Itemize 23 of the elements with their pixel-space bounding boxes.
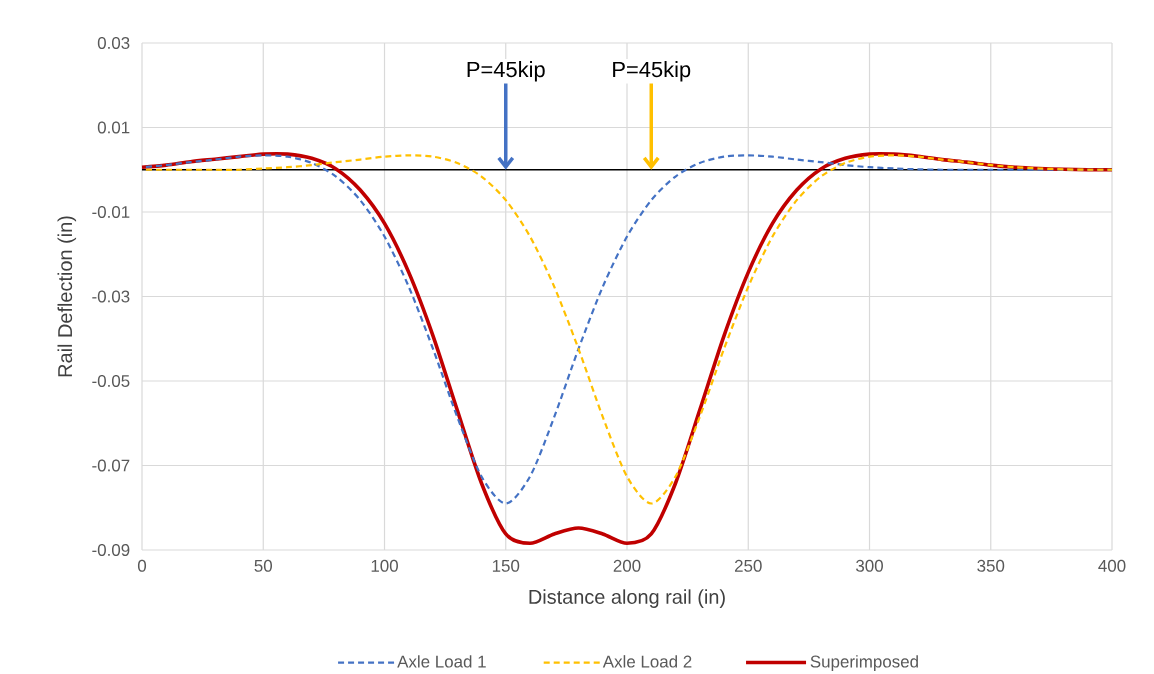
y-tick-label: 0.03 [97, 36, 130, 49]
x-tick-label: 200 [613, 559, 641, 572]
legend-label: Axle Load 1 [397, 655, 486, 668]
x-tick-label: 400 [1098, 559, 1126, 572]
x-tick-label: 50 [254, 559, 273, 572]
y-tick-label: 0.01 [97, 121, 130, 134]
y-axis-title: Rail Deflection (in) [57, 216, 77, 377]
y-tick-label: -0.01 [92, 205, 130, 218]
annotation: P=45kip [613, 61, 691, 82]
legend-label: Axle Load 2 [602, 655, 692, 668]
x-axis-title: Distance along rail (in) [529, 589, 725, 608]
x-tick-label: 300 [856, 559, 883, 572]
x-tick-label: 100 [371, 559, 398, 572]
x-tick-label: 0 [137, 559, 147, 572]
annotation: P=45kip [467, 61, 545, 82]
y-tick-label: -0.07 [92, 459, 130, 472]
x-tick-label: 250 [734, 559, 762, 572]
legend-label: Superimposed [810, 655, 918, 671]
y-tick-label: -0.03 [92, 290, 130, 303]
y-tick-label: -0.05 [92, 375, 130, 387]
x-tick-label: 150 [492, 559, 520, 572]
x-tick-label: 350 [977, 559, 1005, 572]
y-tick-label: -0.09 [92, 544, 130, 556]
